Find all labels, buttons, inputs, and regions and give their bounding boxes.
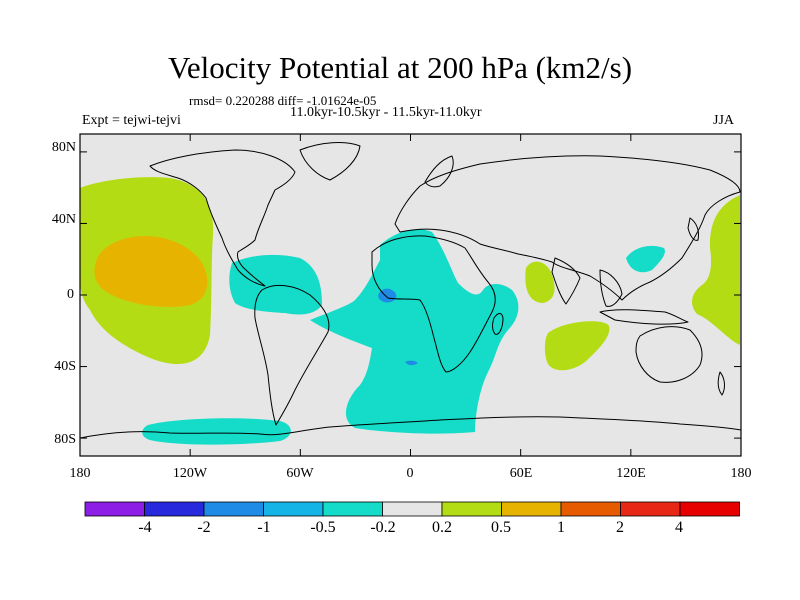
lon-tick-label: 120E [616,466,646,481]
region-antarctic-negative [142,418,291,445]
colorbar-swatch [679,501,740,517]
stats-line: rmsd= 0.220288 diff= -1.01624e-05 [189,93,377,108]
region-philippines-negative [626,245,665,273]
coast-greenland [299,142,361,181]
map-title: Velocity Potential at 200 hPa (km2/s) [167,50,633,85]
colorbar-label: -0.2 [370,519,396,536]
colorbar-label: -2 [197,519,211,536]
region-caribbean-negative [229,254,322,315]
coast-japan [687,217,699,241]
colorbar-label: -1 [257,519,271,536]
coast-north-america [149,149,296,287]
lon-tick-label: 60W [286,466,314,481]
region-arabian-sea-positive [525,261,555,303]
experiment-label: Expt = tejwi-tejvi [82,113,181,128]
lat-tick-label: 80S [54,432,76,447]
coast-indochina [599,269,623,307]
coast-scandinavia [424,155,454,188]
lon-tick-label: 180 [730,466,752,481]
coast-africa [371,235,496,373]
colorbar-swatch [620,501,681,517]
coastlines [80,142,741,439]
colorbar-label: -4 [138,519,152,536]
colorbar-label: 1 [557,519,565,536]
coast-india [551,257,581,305]
coast-eurasia [394,155,741,301]
season-label: JJA [713,113,735,128]
region-gulf-of-guinea-core [378,288,397,303]
colorbar-swatch [441,501,502,517]
axis-ticks [79,134,742,456]
lat-tick-label: 40N [51,212,76,227]
colorbar-swatch [84,501,145,517]
colorbar-swatch [203,501,264,517]
region-south-atlantic-small-core [405,360,418,366]
coast-south-america [254,284,330,426]
colorbar-label: 4 [675,519,683,536]
coast-indonesia [599,309,689,325]
coast-madagascar [492,313,504,335]
coast-new-zealand [717,371,725,396]
lon-tick-label: 60E [509,466,533,481]
colorbar-label: 2 [616,519,624,536]
coast-antarctica [80,416,741,439]
region-africa-atlantic-negative [310,229,519,434]
colorbar [84,501,740,517]
lon-tick-label: 120W [172,466,208,481]
periods-line: 11.0kyr-10.5kyr - 11.5kyr-11.0kyr [290,105,482,120]
colorbar-swatch [501,501,562,517]
colorbar-label: 0.5 [491,519,511,536]
colorbar-swatch [322,501,383,517]
lon-tick-label: 0 [406,466,414,481]
lat-tick-label: 40S [54,359,76,374]
colorbar-swatch [263,501,324,517]
colorbar-label: 0.2 [432,519,452,536]
colorbar-swatch [560,501,621,517]
colorbar-swatch [382,501,443,517]
region-west-pacific-positive [691,195,740,345]
region-north-pacific-core [94,236,208,307]
coast-australia [635,326,703,383]
colorbar-swatch [144,501,205,517]
lat-tick-label: 80N [51,140,76,155]
lon-tick-label: 180 [69,466,91,481]
region-south-indian-positive [544,321,610,371]
colorbar-label: -0.5 [310,519,336,536]
lat-tick-label: 0 [67,287,74,302]
